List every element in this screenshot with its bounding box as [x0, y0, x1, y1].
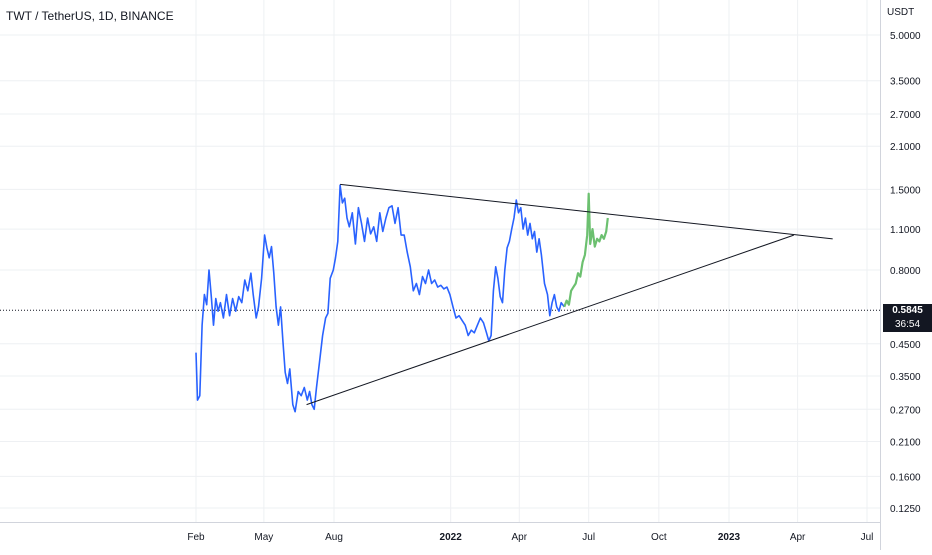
y-tick-label: 0.4500 [890, 340, 921, 351]
y-tick-label: 0.8000 [890, 266, 921, 277]
x-tick-label: Apr [790, 532, 806, 543]
lower-trendline[interactable] [307, 235, 794, 404]
x-tick-label: Jul [582, 532, 595, 543]
y-tick-label: 0.1600 [890, 472, 921, 483]
y-tick-label: 0.2100 [890, 437, 921, 448]
x-tick-label: Oct [651, 532, 667, 543]
y-tick-label: 0.3500 [890, 372, 921, 383]
x-tick-label: May [254, 532, 273, 543]
x-tick-label: Feb [187, 532, 205, 543]
x-tick-label: 2022 [440, 532, 463, 543]
y-tick-label: 0.2700 [890, 405, 921, 416]
y-tick-label: 3.5000 [890, 77, 921, 88]
y-tick-label: 1.1000 [890, 225, 921, 236]
y-tick-label: 2.7000 [890, 110, 921, 121]
price-axis-unit: USDT [887, 7, 914, 18]
x-tick-label: Jul [861, 532, 874, 543]
x-tick-label: 2023 [718, 532, 741, 543]
price-series-line [196, 185, 564, 412]
y-tick-label: 0.1250 [890, 504, 921, 515]
y-tick-label: 5.0000 [890, 31, 921, 42]
y-tick-label: 1.5000 [890, 185, 921, 196]
projection-series-line [564, 194, 608, 307]
current-price-label: 0.5845 [883, 304, 932, 318]
bar-countdown-label: 36:54 [883, 318, 932, 332]
y-tick-label: 2.1000 [890, 142, 921, 153]
x-tick-label: Aug [325, 532, 343, 543]
x-tick-label: Apr [512, 532, 528, 543]
chart-title: TWT / TetherUS, 1D, BINANCE [6, 9, 174, 23]
